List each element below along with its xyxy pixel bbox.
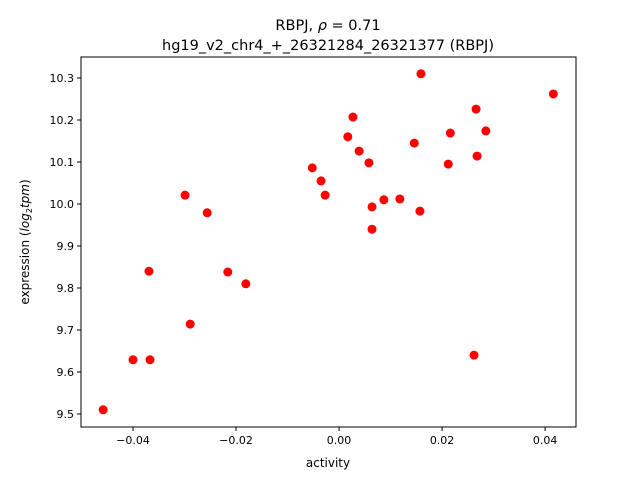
data-point: [548, 89, 558, 99]
data-point: [348, 112, 358, 122]
data-point: [364, 158, 374, 168]
data-point: [316, 176, 326, 186]
data-point: [307, 163, 317, 173]
data-point: [443, 159, 453, 169]
y-tick-label: 9.5: [57, 408, 75, 421]
data-point: [395, 194, 405, 204]
y-tick-label: 10.0: [50, 198, 75, 211]
data-point: [144, 266, 154, 276]
data-point: [185, 319, 195, 329]
data-point: [367, 224, 377, 234]
data-point: [145, 355, 155, 365]
data-point: [445, 128, 455, 138]
x-tick-label: 0.04: [533, 434, 558, 447]
y-tick-label: 9.8: [57, 282, 75, 295]
y-tick-label: 10.3: [50, 72, 75, 85]
x-tick-label: −0.04: [116, 434, 150, 447]
data-point: [343, 132, 353, 142]
x-axis-label: activity: [306, 456, 350, 470]
chart-title-line2: hg19_v2_chr4_+_26321284_26321377 (RBPJ): [162, 38, 494, 54]
data-point: [415, 206, 425, 216]
plot-frame: [80, 56, 577, 428]
data-point: [416, 69, 426, 79]
data-point: [367, 202, 377, 212]
data-point: [128, 355, 138, 365]
x-tick-label: 0.02: [430, 434, 455, 447]
y-tick-label: 9.6: [57, 366, 75, 379]
data-point: [223, 267, 233, 277]
chart-title-line1: RBPJ, ρ = 0.71: [275, 18, 380, 34]
y-tick-label: 10.2: [50, 114, 75, 127]
y-axis-label: expression (log2tpm): [18, 179, 34, 304]
x-tick-label: 0.00: [327, 434, 352, 447]
data-point: [202, 208, 212, 218]
data-point: [354, 146, 364, 156]
y-tick-label: 9.7: [57, 324, 75, 337]
x-tick-label: −0.02: [219, 434, 253, 447]
data-point: [409, 138, 419, 148]
data-point: [471, 104, 481, 114]
data-point: [320, 190, 330, 200]
y-tick-label: 9.9: [57, 240, 75, 253]
data-point: [180, 190, 190, 200]
y-tick-label: 10.1: [50, 156, 75, 169]
data-point: [481, 126, 491, 136]
data-point: [469, 350, 479, 360]
data-point: [472, 151, 482, 161]
data-point: [98, 405, 108, 415]
data-point: [241, 279, 251, 289]
data-point: [379, 195, 389, 205]
